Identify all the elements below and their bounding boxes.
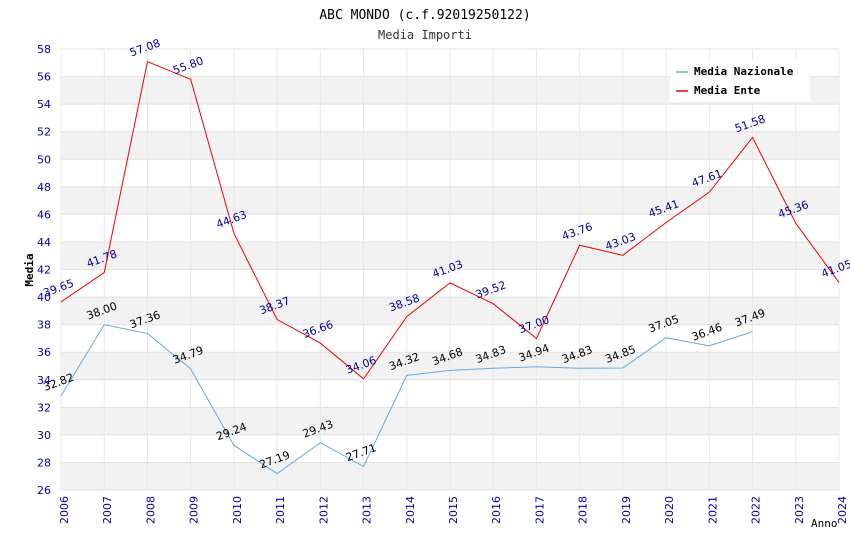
data-label: 57.08 [128,37,162,60]
series-line-media-nazionale [60,324,753,475]
x-axis-label: Anno [811,517,838,530]
y-tick-label: 42 [37,264,51,277]
x-tick-labels: 2006 2007 2008 2009 2010 2011 2012 2013 2014 2015… [58,496,849,524]
x-tick-label: 2022 [750,496,763,524]
y-tick-label: 54 [37,98,51,111]
legend-label-ente: Media Ente [694,84,761,97]
x-tick-label: 2012 [317,496,330,524]
x-tick-label: 2020 [663,496,676,524]
y-tick-label: 44 [37,236,51,249]
x-tick-label: 2023 [793,496,806,524]
legend-label-nazionale: Media Nazionale [694,65,794,78]
y-tick-label: 28 [37,456,51,469]
x-tick-label: 2024 [836,496,849,524]
legend-box [670,60,810,102]
y-tick-label: 48 [37,181,51,194]
data-label: 39.65 [42,277,76,300]
series-lines [60,60,840,475]
x-tick-label: 2011 [274,496,287,524]
y-axis-label: Media [23,253,36,286]
x-tick-label: 2018 [577,496,590,524]
y-tick-label: 26 [37,484,51,497]
y-tick-label: 58 [37,43,51,56]
data-label: 43.76 [560,220,594,243]
grid-lines [60,48,840,491]
x-tick-label: 2006 [58,496,71,524]
x-tick-label: 2016 [490,496,503,524]
x-tick-label: 2014 [404,496,417,524]
y-tick-label: 32 [37,401,51,414]
chart-subtitle: Media Importi [378,28,472,42]
chart-title: ABC MONDO (c.f.92019250122) [319,8,530,23]
legend: Media Nazionale Media Ente [670,60,810,102]
y-tick-label: 34 [37,374,51,387]
y-tick-label: 50 [37,153,51,166]
x-tick-label: 2008 [144,496,157,524]
x-tick-label: 2019 [620,496,633,524]
x-tick-label: 2013 [361,496,374,524]
x-tick-label: 2015 [447,496,460,524]
y-tick-label: 52 [37,126,51,139]
data-label: 27.71 [344,441,378,464]
x-tick-label: 2010 [231,496,244,524]
data-label: 55.80 [171,54,205,77]
y-tick-label: 38 [37,319,51,332]
x-tick-label: 2021 [706,496,719,524]
series-line-media-ente [60,60,840,380]
x-tick-label: 2007 [101,496,114,524]
y-tick-label: 36 [37,346,51,359]
x-tick-label: 2009 [188,496,201,524]
x-tick-label: 2017 [533,496,546,524]
y-tick-label: 56 [37,71,51,84]
y-tick-label: 30 [37,429,51,442]
y-tick-labels: 26 28 30 32 34 36 38 40 42 44 46 48 50 52 54 56 58 [37,43,51,497]
y-tick-label: 46 [37,208,51,221]
y-tick-label: 40 [37,291,51,304]
